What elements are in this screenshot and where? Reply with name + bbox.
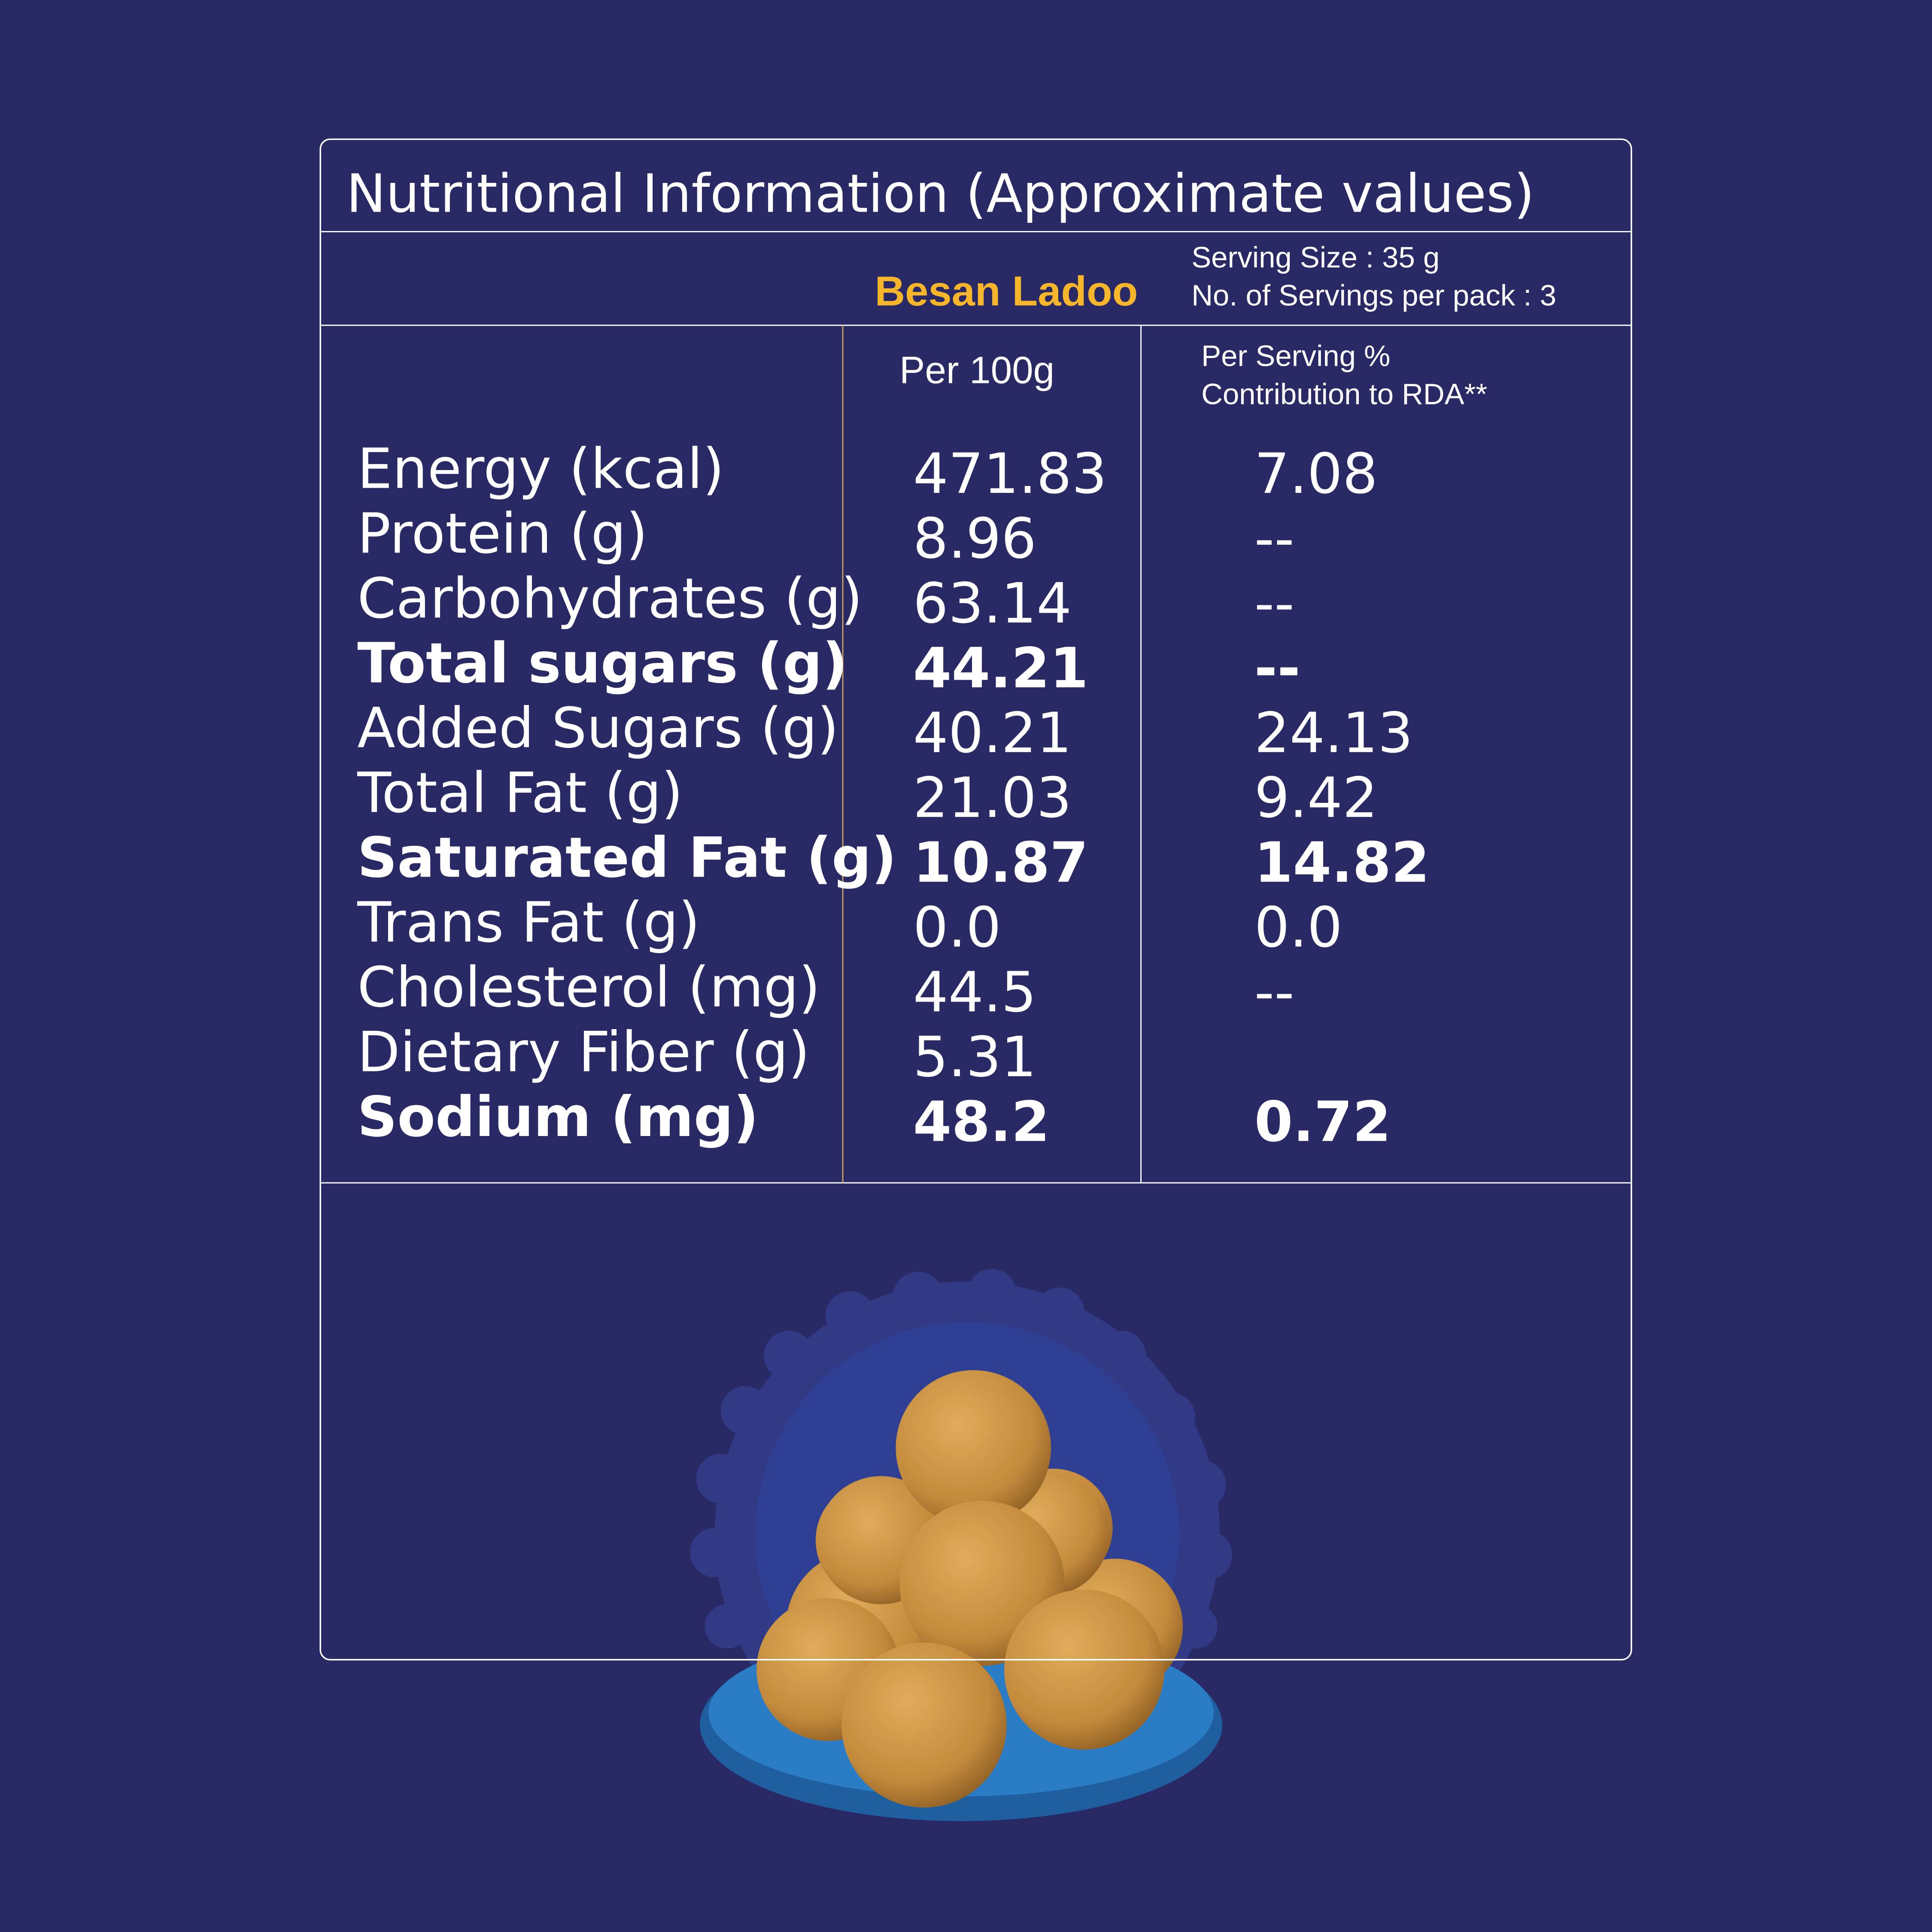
per-100g-value: 40.21	[913, 701, 1072, 766]
rda-value: --	[1255, 507, 1294, 571]
per-100g-value: 471.83	[913, 442, 1107, 506]
column-header: Contribution to RDA**	[1201, 377, 1487, 410]
row-label: Energy (kcal)	[357, 437, 724, 501]
rda-value: --	[1255, 960, 1294, 1025]
serving-size: Serving Size : 35 g	[1191, 241, 1440, 274]
rda-value: 24.13	[1255, 701, 1413, 766]
per-100g-value: 63.14	[913, 571, 1072, 636]
per-100g-value: 0.0	[913, 896, 1001, 960]
rda-value: 7.08	[1255, 442, 1378, 506]
row-label: Saturated Fat (g)	[357, 826, 896, 890]
rda-value: --	[1255, 571, 1294, 636]
rda-value: 9.42	[1255, 766, 1378, 830]
per-100g-value: 5.31	[913, 1025, 1037, 1090]
card-border	[319, 138, 1632, 1661]
row-label: Dietary Fiber (g)	[357, 1020, 810, 1084]
per-100g-value: 8.96	[913, 507, 1037, 571]
per-100g-value: 44.5	[913, 960, 1037, 1025]
per-100g-value: 44.21	[913, 636, 1088, 701]
per-100g-value: 21.03	[913, 766, 1072, 830]
per-100g-value: 48.2	[913, 1090, 1050, 1154]
rda-value: --	[1255, 636, 1300, 701]
row-label: Carbohydrates (g)	[357, 566, 863, 631]
row-label: Cholesterol (mg)	[357, 955, 820, 1020]
column-header: Per Serving %	[1201, 339, 1390, 372]
rda-value: 0.72	[1255, 1090, 1391, 1154]
servings-per-pack: No. of Servings per pack : 3	[1191, 279, 1556, 312]
column-header: Per 100g	[899, 349, 1054, 392]
title: Nutritional Information (Approximate val…	[346, 163, 1534, 225]
row-label: Sodium (mg)	[357, 1085, 759, 1149]
per-100g-value: 10.87	[913, 831, 1088, 895]
product-name: Besan Ladoo	[875, 268, 1138, 315]
row-label: Total Fat (g)	[357, 761, 683, 825]
rda-value: 14.82	[1255, 831, 1430, 895]
row-label: Protein (g)	[357, 501, 647, 566]
row-label: Trans Fat (g)	[357, 890, 700, 955]
rda-value: 0.0	[1255, 896, 1343, 960]
row-label: Added Sugars (g)	[357, 696, 838, 760]
row-label: Total sugars (g)	[357, 631, 848, 696]
nutrition-rows: Energy (kcal) 471.83 7.08 Protein (g) 8.96 --…	[357, 437, 1430, 1154]
